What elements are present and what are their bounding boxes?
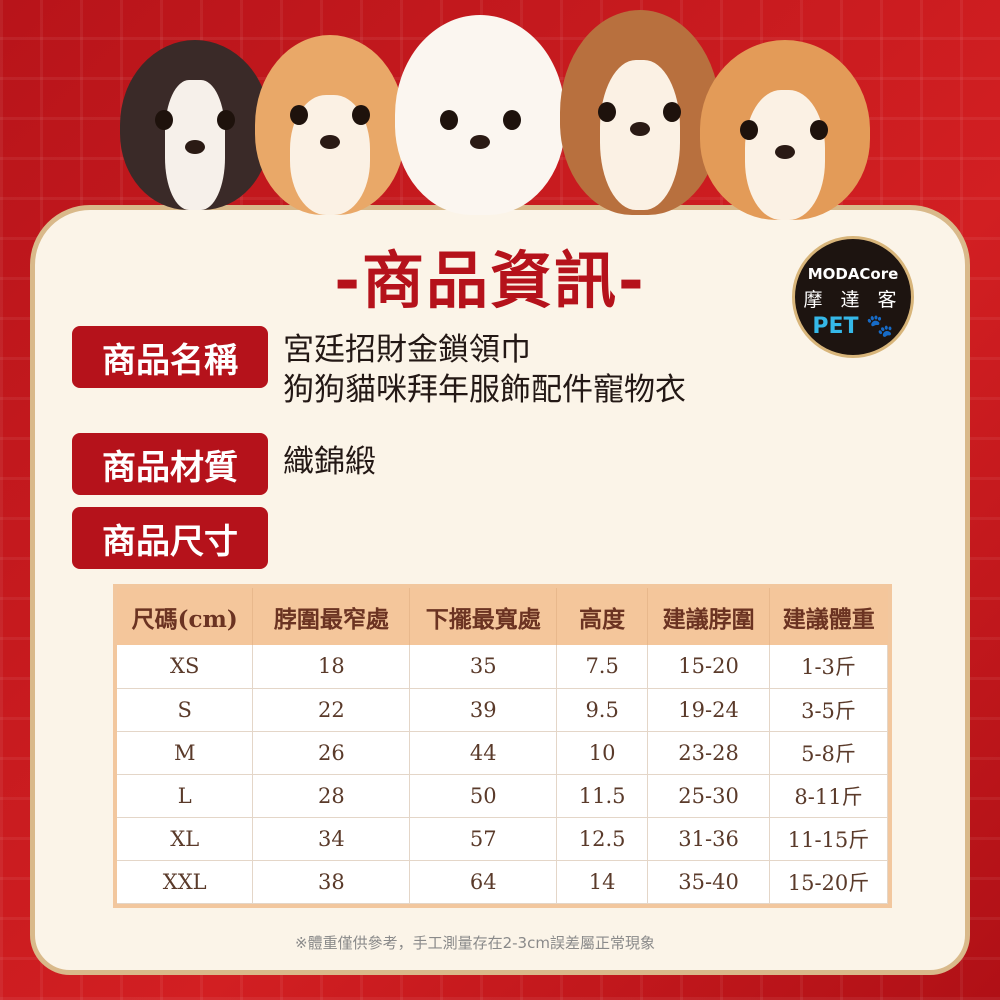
paw-icon: 🐾 [866,314,894,339]
page-title: -商品資訊- [334,244,646,317]
table-row: XXL 38 64 14 35-40 15-20斤 [117,860,888,904]
table-header: 建議脖圍 [647,588,771,645]
table-header: 下擺最寬處 [409,588,558,645]
table-cell: 26 [252,731,411,775]
table-row: XL 34 57 12.5 31-36 11-15斤 [117,817,888,861]
table-cell: 9.5 [556,688,649,732]
table-row: XS 18 35 7.5 15-20 1-3斤 [117,645,888,689]
table-cell: 11-15斤 [769,817,888,861]
logo-pet: PET 🐾 [812,314,894,339]
table-cell: 15-20 [647,645,771,689]
table-cell: 14 [556,860,649,904]
value-product-name: 宮廷招財金鎖領巾 狗狗貓咪拜年服飾配件寵物衣 [283,332,686,408]
table-cell: 12.5 [556,817,649,861]
table-cell: 8-11斤 [769,774,888,818]
puppy [255,35,405,215]
table-cell: L [117,774,254,818]
puppy [395,15,565,215]
table-cell: 35 [409,645,558,689]
table-header: 高度 [556,588,649,645]
table-cell: 15-20斤 [769,860,888,904]
table-cell: 5-8斤 [769,731,888,775]
table-cell: 3-5斤 [769,688,888,732]
table-cell: 57 [409,817,558,861]
puppy [700,40,870,220]
table-cell: 39 [409,688,558,732]
table-header: 尺碼(cm) [117,588,254,645]
table-row: L 28 50 11.5 25-30 8-11斤 [117,774,888,818]
table-cell: M [117,731,254,775]
logo-chinese: 摩 達 客 [803,289,903,311]
table-cell: 31-36 [647,817,771,861]
table-cell: XL [117,817,254,861]
table-cell: 25-30 [647,774,771,818]
table-cell: 44 [409,731,558,775]
table-header-row: 尺碼(cm) 脖圍最窄處 下擺最寬處 高度 建議脖圍 建議體重 [117,588,888,645]
table-cell: 34 [252,817,411,861]
table-row: M 26 44 10 23-28 5-8斤 [117,731,888,775]
value-material: 織錦緞 [283,444,376,480]
table-cell: 38 [252,860,411,904]
table-cell: 64 [409,860,558,904]
label-size: 商品尺寸 [72,507,268,569]
footnote: ※體重僅供參考，手工測量存在2-3cm誤差屬正常現象 [295,934,655,952]
puppies-illustration [90,0,910,230]
table-header: 脖圍最窄處 [252,588,411,645]
puppy [120,40,270,210]
table-cell: 35-40 [647,860,771,904]
table-cell: 18 [252,645,411,689]
table-cell: 28 [252,774,411,818]
table-cell: 50 [409,774,558,818]
brand-logo: MODACore 摩 達 客 PET 🐾 [792,236,914,358]
table-cell: 22 [252,688,411,732]
table-cell: 10 [556,731,649,775]
table-cell: 11.5 [556,774,649,818]
table-cell: S [117,688,254,732]
puppy [560,10,720,215]
table-header: 建議體重 [769,588,888,645]
table-cell: 7.5 [556,645,649,689]
label-material: 商品材質 [72,433,268,495]
table-cell: 23-28 [647,731,771,775]
table-row: S 22 39 9.5 19-24 3-5斤 [117,688,888,732]
size-table: 尺碼(cm) 脖圍最窄處 下擺最寬處 高度 建議脖圍 建議體重 XS 18 35 7.… [117,588,888,904]
table-cell: 19-24 [647,688,771,732]
table-cell: XS [117,645,254,689]
logo-brand: MODACore [807,265,899,283]
table-cell: 1-3斤 [769,645,888,689]
label-product-name: 商品名稱 [72,326,268,388]
table-cell: XXL [117,860,254,904]
